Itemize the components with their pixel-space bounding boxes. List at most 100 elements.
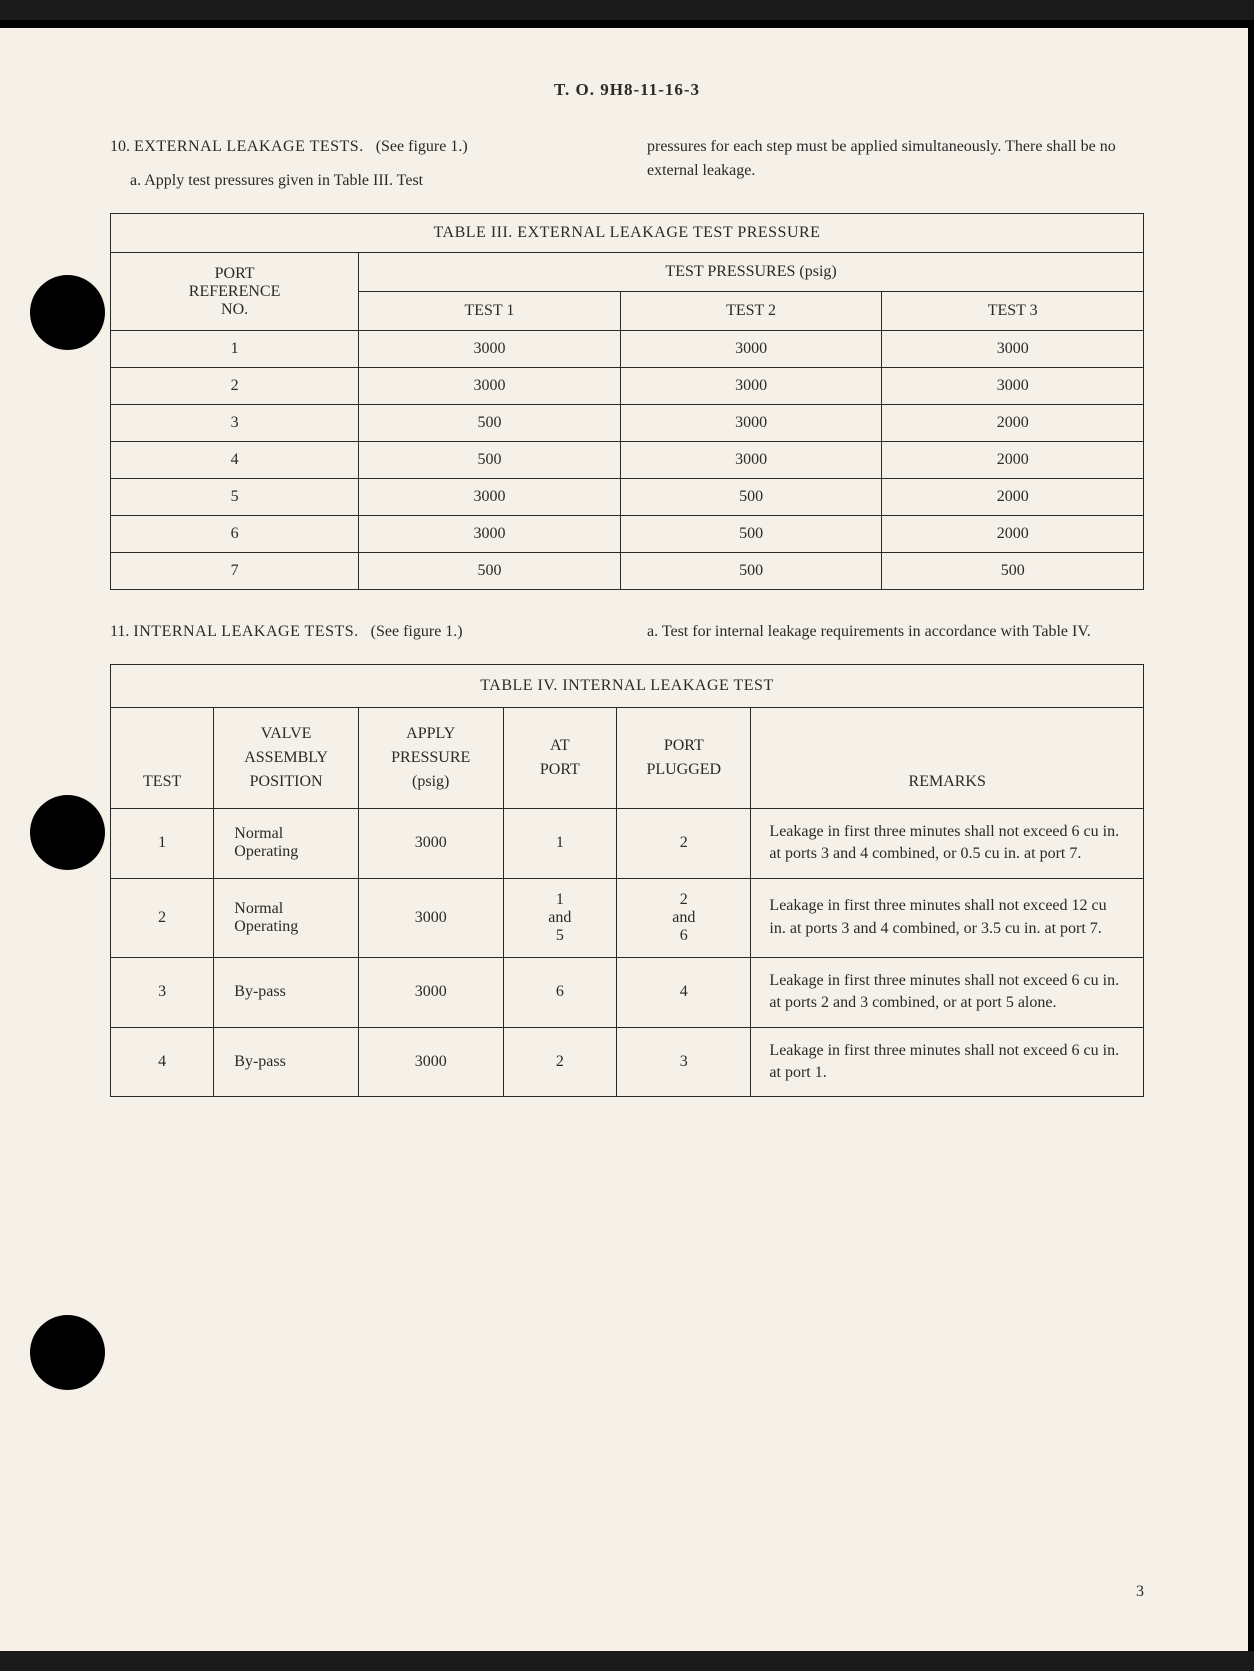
table-cell: 3000 — [358, 1027, 503, 1097]
table-cell: 500 — [620, 479, 882, 516]
table-cell: 1 — [111, 331, 359, 368]
section-title: EXTERNAL LEAKAGE TESTS. — [134, 138, 364, 155]
table-cell: 2and6 — [617, 878, 751, 957]
table-row: 4By-pass300023Leakage in first three min… — [111, 1027, 1144, 1097]
table-cell: 2000 — [882, 442, 1144, 479]
table-cell: 3000 — [359, 331, 621, 368]
table-cell: 4 — [111, 442, 359, 479]
top-edge-decoration — [0, 20, 1254, 28]
table-row: 7500500500 — [111, 553, 1144, 590]
table-cell: By-pass — [214, 1027, 359, 1097]
table-row: 1NormalOperating300012Leakage in first t… — [111, 809, 1144, 879]
table-row: 2NormalOperating30001and52and6Leakage in… — [111, 878, 1144, 957]
table-4-header: ATPORT — [503, 708, 617, 809]
section-title: INTERNAL LEAKAGE TESTS. — [133, 623, 358, 640]
table-cell: 3000 — [359, 479, 621, 516]
table-cell: 3 — [617, 1027, 751, 1097]
section-11-right: a. Test for internal leakage requirement… — [647, 620, 1144, 644]
table-cell: 2000 — [882, 479, 1144, 516]
table-4-container: TABLE IV. INTERNAL LEAKAGE TEST TEST VAL… — [110, 664, 1144, 1097]
table-cell: 2000 — [882, 516, 1144, 553]
table-row: 1300030003000 — [111, 331, 1144, 368]
document-header: T. O. 9H8-11-16-3 — [110, 80, 1144, 100]
table-row: 350030002000 — [111, 405, 1144, 442]
section-11-left: 11. INTERNAL LEAKAGE TESTS. (See figure … — [110, 620, 607, 644]
section-10-left: 10. EXTERNAL LEAKAGE TESTS. (See figure … — [110, 135, 607, 193]
table-cell: By-pass — [214, 957, 359, 1027]
table-cell: 3000 — [620, 331, 882, 368]
table-3-container: TABLE III. EXTERNAL LEAKAGE TEST PRESSUR… — [110, 213, 1144, 590]
table-cell: 2 — [111, 368, 359, 405]
table-3-span-header: TEST PRESSURES (psig) — [359, 253, 1144, 292]
table-cell: 500 — [359, 405, 621, 442]
section-10-right: pressures for each step must be applied … — [647, 135, 1144, 193]
table-3-subheader: TEST 2 — [620, 292, 882, 331]
table-cell: NormalOperating — [214, 809, 359, 879]
table-cell: 3000 — [882, 331, 1144, 368]
table-cell: 500 — [882, 553, 1144, 590]
table-3-subheader: TEST 1 — [359, 292, 621, 331]
table-3: TABLE III. EXTERNAL LEAKAGE TEST PRESSUR… — [110, 213, 1144, 590]
table-cell: 1and5 — [503, 878, 617, 957]
table-cell: 3000 — [359, 516, 621, 553]
table-row: 530005002000 — [111, 479, 1144, 516]
section-10-sub-a: a. Apply test pressures given in Table I… — [130, 169, 607, 193]
table-cell: 2 — [617, 809, 751, 879]
section-10-row: 10. EXTERNAL LEAKAGE TESTS. (See figure … — [110, 135, 1144, 193]
section-11-row: 11. INTERNAL LEAKAGE TESTS. (See figure … — [110, 620, 1144, 644]
section-ref: (See figure 1.) — [371, 623, 463, 640]
table-cell: 4 — [617, 957, 751, 1027]
section-number: 10. — [110, 138, 130, 155]
table-cell: 6 — [111, 516, 359, 553]
section-number: 11. — [110, 623, 129, 640]
table-cell: Leakage in first three minutes shall not… — [751, 809, 1144, 879]
table-cell: 500 — [359, 442, 621, 479]
table-4: TABLE IV. INTERNAL LEAKAGE TEST TEST VAL… — [110, 664, 1144, 1097]
table-cell: 1 — [503, 809, 617, 879]
table-3-col1-header: PORTREFERENCENO. — [111, 253, 359, 331]
table-cell: 3 — [111, 957, 214, 1027]
table-cell: 3000 — [620, 368, 882, 405]
table-cell: 500 — [620, 516, 882, 553]
right-edge-decoration — [1248, 20, 1254, 1651]
table-cell: 6 — [503, 957, 617, 1027]
table-cell: 3 — [111, 405, 359, 442]
table-4-header: PORTPLUGGED — [617, 708, 751, 809]
page-number: 3 — [1136, 1583, 1144, 1601]
table-row: 450030002000 — [111, 442, 1144, 479]
table-row: 3By-pass300064Leakage in first three min… — [111, 957, 1144, 1027]
document-page: T. O. 9H8-11-16-3 10. EXTERNAL LEAKAGE T… — [0, 20, 1254, 1651]
table-cell: 1 — [111, 809, 214, 879]
table-3-title: TABLE III. EXTERNAL LEAKAGE TEST PRESSUR… — [111, 214, 1144, 253]
table-cell: 3000 — [358, 809, 503, 879]
table-cell: 3000 — [882, 368, 1144, 405]
table-cell: 3000 — [358, 957, 503, 1027]
table-cell: 5 — [111, 479, 359, 516]
table-row: 630005002000 — [111, 516, 1144, 553]
punch-hole-icon — [30, 795, 105, 870]
table-4-header: TEST — [111, 708, 214, 809]
table-cell: Leakage in first three minutes shall not… — [751, 1027, 1144, 1097]
table-cell: 7 — [111, 553, 359, 590]
table-row: 2300030003000 — [111, 368, 1144, 405]
table-4-title: TABLE IV. INTERNAL LEAKAGE TEST — [111, 665, 1144, 708]
table-cell: Leakage in first three minutes shall not… — [751, 957, 1144, 1027]
section-ref: (See figure 1.) — [376, 138, 468, 155]
table-cell: 3000 — [620, 442, 882, 479]
table-4-header: REMARKS — [751, 708, 1144, 809]
table-cell: 3000 — [359, 368, 621, 405]
table-cell: 2000 — [882, 405, 1144, 442]
table-cell: NormalOperating — [214, 878, 359, 957]
table-cell: 2 — [111, 878, 214, 957]
table-cell: 4 — [111, 1027, 214, 1097]
table-3-subheader: TEST 3 — [882, 292, 1144, 331]
punch-hole-icon — [30, 1315, 105, 1390]
table-cell: 500 — [359, 553, 621, 590]
table-cell: Leakage in first three minutes shall not… — [751, 878, 1144, 957]
table-cell: 3000 — [620, 405, 882, 442]
table-cell: 3000 — [358, 878, 503, 957]
table-cell: 2 — [503, 1027, 617, 1097]
table-cell: 500 — [620, 553, 882, 590]
table-4-header: VALVEASSEMBLYPOSITION — [214, 708, 359, 809]
punch-hole-icon — [30, 275, 105, 350]
